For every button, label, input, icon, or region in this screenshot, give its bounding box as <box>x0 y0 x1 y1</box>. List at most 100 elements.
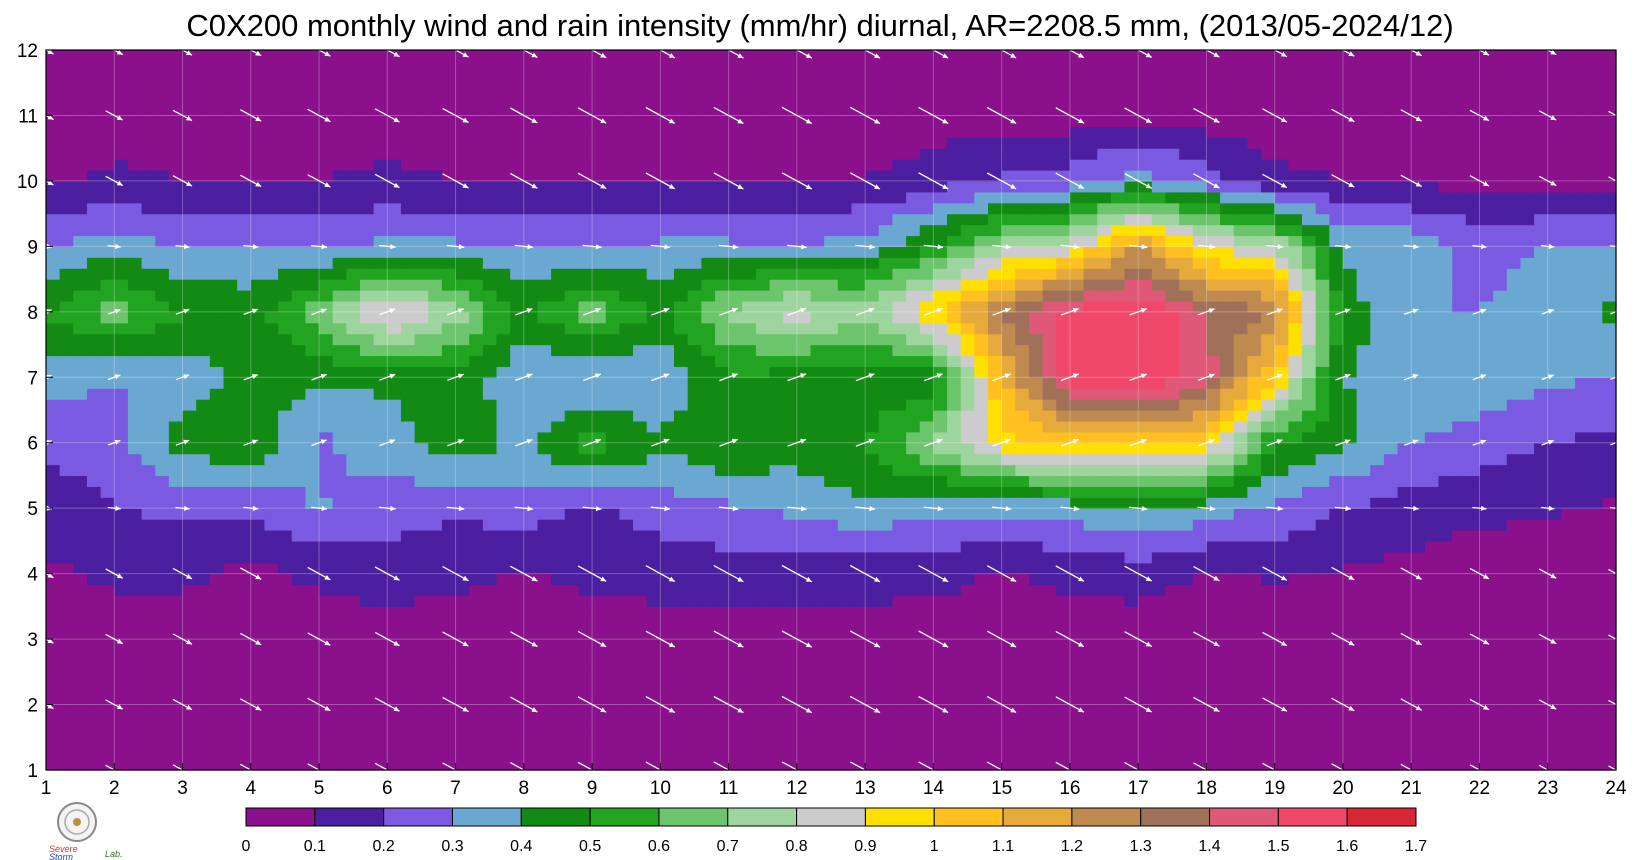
field-cell <box>1192 639 1208 651</box>
field-cell <box>1056 660 1071 673</box>
field-cell <box>496 377 511 389</box>
field-cell <box>1083 344 1098 357</box>
field-cell <box>1356 388 1371 400</box>
field-cell <box>674 344 689 357</box>
field-cell <box>209 300 225 313</box>
field-cell <box>1302 704 1317 717</box>
field-cell <box>1274 344 1289 357</box>
field-cell <box>1561 420 1576 433</box>
field-cell <box>605 322 620 335</box>
field-cell <box>1493 748 1508 760</box>
field-cell <box>1356 551 1371 564</box>
field-cell <box>510 431 525 444</box>
field-cell <box>564 508 580 520</box>
field-cell <box>510 628 525 640</box>
field-cell <box>865 442 880 455</box>
field-cell <box>1261 453 1276 466</box>
field-cell <box>865 595 880 607</box>
field-cell <box>960 693 975 706</box>
field-cell <box>1138 442 1153 455</box>
field-cell <box>1547 726 1562 738</box>
field-cell <box>1233 682 1248 695</box>
field-cell <box>1465 410 1481 422</box>
field-cell <box>373 748 388 760</box>
field-cell <box>1356 344 1371 357</box>
field-cell <box>1534 377 1549 389</box>
field-cell <box>1206 355 1221 367</box>
field-cell <box>974 650 989 662</box>
field-cell <box>1424 726 1440 738</box>
field-cell <box>1424 551 1440 564</box>
field-cell <box>1179 508 1194 520</box>
field-cell <box>742 519 757 531</box>
field-cell <box>633 290 648 302</box>
field-cell <box>1356 748 1371 760</box>
field-cell <box>1356 311 1371 324</box>
field-cell <box>196 344 211 357</box>
field-cell <box>960 442 975 455</box>
field-cell <box>1493 431 1508 444</box>
field-cell <box>906 377 921 389</box>
field-cell <box>755 759 771 771</box>
field-cell <box>660 464 675 477</box>
field-cell <box>960 464 975 477</box>
field-cell <box>1274 715 1289 727</box>
field-cell <box>728 628 743 640</box>
field-cell <box>892 562 907 575</box>
field-cell <box>1233 464 1248 477</box>
field-cell <box>373 573 388 586</box>
field-cell <box>1274 453 1289 466</box>
field-cell <box>988 475 1003 487</box>
field-cell <box>1356 333 1371 346</box>
field-cell <box>1028 453 1044 466</box>
field-cell <box>660 300 675 313</box>
field-cell <box>1383 464 1399 477</box>
field-cell <box>319 540 334 553</box>
field-cell <box>373 453 388 466</box>
field-cell <box>1110 628 1126 640</box>
field-cell <box>428 442 443 455</box>
field-cell <box>1424 410 1440 422</box>
field-cell <box>373 420 388 433</box>
field-cell <box>237 431 252 444</box>
field-cell <box>332 704 347 717</box>
field-cell <box>1179 551 1194 564</box>
field-cell <box>155 595 170 607</box>
field-cell <box>605 311 620 324</box>
field-cell <box>1397 399 1412 411</box>
field-cell <box>728 759 743 771</box>
field-cell <box>346 453 361 466</box>
field-cell <box>564 410 580 422</box>
field-cell <box>865 715 880 727</box>
field-cell <box>1383 671 1399 684</box>
field-cell <box>73 530 88 542</box>
field-cell <box>769 431 784 444</box>
field-cell <box>837 399 853 411</box>
field-cell <box>1383 650 1399 662</box>
field-cell <box>223 759 238 771</box>
field-cell <box>1151 399 1167 411</box>
field-cell <box>1056 650 1071 662</box>
field-cell <box>1083 497 1098 509</box>
field-cell <box>1493 399 1508 411</box>
field-cell <box>1383 300 1399 313</box>
field-cell <box>1329 639 1344 651</box>
field-cell <box>46 562 61 575</box>
field-cell <box>373 606 388 618</box>
field-cell <box>974 584 989 597</box>
field-cell <box>1424 344 1440 357</box>
field-cell <box>1438 388 1453 400</box>
field-cell <box>168 508 184 520</box>
field-cell <box>1192 606 1208 618</box>
field-cell <box>1124 584 1139 597</box>
field-cell <box>155 442 170 455</box>
field-cell <box>428 290 443 302</box>
field-cell <box>469 628 484 640</box>
field-cell <box>892 311 907 324</box>
field-cell <box>906 410 921 422</box>
field-cell <box>1356 322 1371 335</box>
field-cell <box>346 497 361 509</box>
field-cell <box>1397 606 1412 618</box>
field-cell <box>619 551 634 564</box>
field-cell <box>892 540 907 553</box>
